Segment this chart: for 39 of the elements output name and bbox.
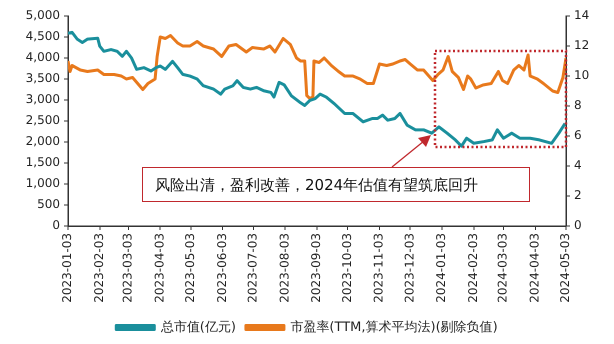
y-tick-label: 3,000	[26, 92, 60, 106]
y-tick-label: 500	[37, 197, 60, 212]
legend-label: 市盈率(TTM,算术平均法)(剔除负值)	[290, 318, 498, 335]
x-tick-label: 2023-01-03	[60, 233, 74, 303]
legend-label: 总市值(亿元)	[160, 320, 236, 335]
x-tick-label: 2023-08-03	[277, 233, 292, 303]
x-tick-label: 2024-02-03	[466, 233, 480, 303]
y2-tick-label: 14	[574, 8, 590, 22]
x-tick-label: 2023-05-03	[183, 233, 198, 303]
y-tick-label: 5,000	[26, 8, 60, 22]
y-tick-label: 1,500	[26, 155, 60, 170]
x-tick-label: 2023-03-03	[120, 233, 135, 303]
y-tick-label: 4,500	[26, 29, 60, 44]
y2-tick-label: 2	[574, 188, 582, 202]
y2-tick-label: 12	[574, 38, 590, 52]
y2-tick-label: 8	[574, 98, 582, 112]
x-tick-label: 2023-02-03	[92, 233, 106, 303]
x-tick-label: 2023-12-03	[402, 233, 416, 303]
x-tick-label: 2024-05-03	[558, 233, 572, 303]
x-tick-label: 2023-04-03	[152, 233, 166, 303]
y-tick-label: 3,500	[26, 71, 60, 86]
callout-box: 风险出清，盈利改善，2024年估值有望筑底回升	[142, 167, 530, 202]
y-tick-label: 4,000	[26, 50, 60, 64]
x-tick-label: 2023-11-03	[372, 233, 386, 303]
y-tick-label: 1,000	[26, 176, 60, 190]
x-tick-label: 2023-09-03	[309, 233, 324, 303]
y2-tick-label: 0	[574, 218, 582, 232]
y2-tick-label: 10	[574, 68, 590, 82]
y-tick-label: 2,000	[26, 134, 60, 148]
y-tick-label: 0	[52, 218, 60, 232]
y2-tick-label: 4	[574, 158, 582, 172]
x-tick-label: 2023-10-03	[340, 233, 354, 303]
y-tick-label: 2,500	[26, 113, 60, 128]
y2-tick-label: 6	[574, 128, 582, 142]
x-tick-label: 2024-03-03	[496, 233, 510, 303]
x-tick-label: 2023-06-03	[214, 233, 229, 303]
x-tick-label: 2024-01-03	[434, 233, 448, 303]
x-tick-label: 2023-07-03	[246, 233, 260, 303]
x-tick-label: 2024-04-03	[527, 233, 542, 303]
